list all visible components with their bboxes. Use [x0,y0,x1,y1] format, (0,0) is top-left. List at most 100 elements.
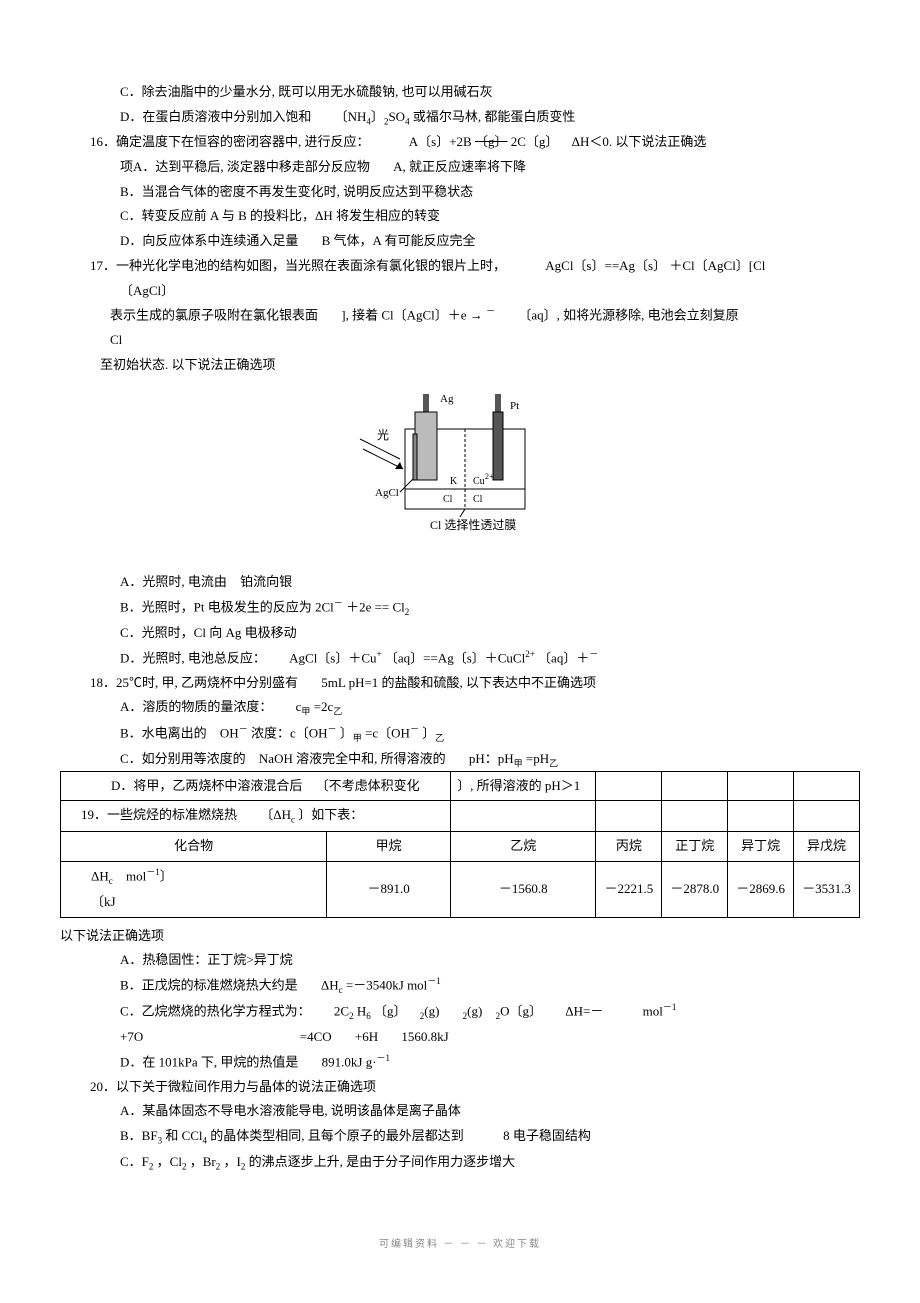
text: +6H [355,1029,378,1044]
text: mol [643,1003,663,1018]
text: D．在 101kPa 下, 甲烷的热值是 [120,1054,298,1069]
label-ag: Ag [440,393,454,405]
text: 16．确定温度下在恒容的密闭容器中, 进行反应： [90,134,370,149]
sub: 乙 [435,733,444,743]
sub: 2 [182,1161,187,1171]
label-cl1: Cl [443,494,453,505]
text: =pH [526,751,549,766]
sub: c [291,815,295,825]
text: 〔aq〕, 如将光源移除, 电池会立刻复原 [518,308,738,323]
text: 18．25℃时, 甲, 乙两烧杯中分别盛有 [90,675,298,690]
q17-opt-d: D．光照时, 电池总反应： AgCl〔s〕＋Cu+ 〔aq〕==Ag〔s〕＋Cu… [60,646,860,671]
th: 正丁烷 [662,832,728,862]
q20-opt-c: C．F2 ，Cl2 ，Br2 ，I2 的沸点逐步上升, 是由于分子间作用力逐步增… [60,1150,860,1176]
label-light: 光 [377,428,389,442]
text: 891.0kJ g· [322,1054,377,1069]
q20-opt-a: A．某晶体固态不导电水溶液能导电, 说明该晶体是离子晶体 [60,1099,860,1124]
sub: 乙 [333,707,342,717]
td: －1560.8 [451,861,596,917]
sup: + [377,649,382,659]
sup-minus: － [486,306,495,316]
q17-opt-a: A．光照时, 电流由 铂流向银 [60,570,860,595]
text: ], 接着 Cl〔AgCl〕＋e → [341,308,483,323]
sup: － [410,724,419,734]
text: B．水电离出的 [120,725,207,740]
text: =c〔OH [365,725,410,740]
q17-stem1c: 〔AgCl〕 [60,279,860,304]
label-k: K [450,476,458,487]
text: =4CO [300,1029,332,1044]
sub: 4 [405,116,410,126]
text: ＋2e == Cl [346,599,405,614]
text: ΔH [91,868,109,883]
text: B．正戊烷的标准燃烧热大约是 [120,977,298,992]
sub: 2 [349,1011,354,1021]
text: B．光照时，Pt 电极发生的反应为 2Cl [120,599,334,614]
q17-stem3: 至初始状态. 以下说法正确选项 [60,353,860,378]
text: 〕 [422,725,435,740]
text: 的晶体类型相同, 且每个原子的最外层都达到 [210,1128,464,1143]
text: ΔH [321,977,339,992]
label-agcl: AgCl [375,487,399,499]
text: +7O [120,1029,143,1044]
text: 铂流向银 [240,574,292,589]
text: 〕, 所得溶液的 pH＞1 [457,778,580,793]
text: 5mL pH=1 的盐酸和硫酸, 以下表达中不正确选项 [321,675,596,690]
sup: － [334,598,343,608]
th: 乙烷 [451,832,596,862]
td: －2869.6 [728,861,794,917]
text: =2c [314,699,334,714]
th: 甲烷 [327,832,451,862]
q18-opt-a: A．溶质的物质的量浓度： c甲 =2c乙 [60,695,860,721]
text: 〔不考虑体积变化 [316,778,420,793]
sup: －1 [377,1053,391,1063]
text: 2C [334,1003,349,1018]
text: H [357,1003,366,1018]
text: ，Br [190,1154,216,1169]
q17-stem1: 17．一种光化学电池的结构如图，当光照在表面涂有氯化银的银片上时， AgCl〔s… [60,254,860,279]
q17-stem2d: Cl [60,328,860,353]
text: 〔NH [335,109,367,124]
text: 8 电子稳固结构 [503,1128,591,1143]
sub: 6 [366,1011,371,1021]
sup: － [328,724,337,734]
sub: 4 [203,1136,208,1146]
sub: 3 [158,1136,163,1146]
q19-table: D．将甲，乙两烧杯中溶液混合后 〔不考虑体积变化 〕, 所得溶液的 pH＞1 1… [60,771,860,918]
text: =－3540kJ mol [346,977,427,992]
text: 〕 [371,109,384,124]
text: A, 就正反应速率将下降 [393,159,526,174]
sup: －1 [663,1002,677,1012]
text: C．如分别用等浓度的 [120,751,246,766]
q19-opt-d: D．在 101kPa 下, 甲烷的热值是 891.0kJ g·－1 [60,1050,860,1075]
text: ΔH＜0. 以下说法正确选 [572,134,707,149]
text: 表示生成的氯原子吸附在氯化银表面 [110,308,318,323]
text: 浓度：c〔OH [251,725,328,740]
sub: 2 [149,1161,154,1171]
label-cl2: Cl [473,494,483,505]
label-cu: Cu [473,476,485,487]
text: (g) [424,1003,439,1018]
q15-opt-c: C．除去油脂中的少量水分, 既可以用无水硫酸钠, 也可以用碱石灰 [60,80,860,105]
text: pH：pH [469,751,514,766]
text: AgCl〔s〕＋Cu [289,650,376,665]
th: 异戊烷 [794,832,860,862]
q19-post: 以下说法正确选项 [60,924,860,949]
q19-opt-c: C．乙烷燃烧的热化学方程式为： 2C2 H6 〔g〕 2(g) 2(g) 2O〔… [60,999,860,1050]
text: B 气体，A 有可能反应完全 [322,233,476,248]
sup: － [239,724,248,734]
svg-text:2+: 2+ [485,472,494,481]
th: 化合物 [61,832,327,862]
td: －2878.0 [662,861,728,917]
text: 〔ΔH [260,807,291,822]
q18-opt-b: B．水电离出的 OH－ 浓度：c〔OH－ 〕甲 =c〔OH－ 〕乙 [60,721,860,747]
sub: 甲 [353,733,362,743]
label-membrane: Cl 选择性透过膜 [430,518,516,532]
q16-opt-c: C．转变反应前 A 与 B 的投料比，ΔH 将发生相应的转变 [60,204,860,229]
text: D．向反应体系中连续通入足量 [120,233,298,248]
sub: 乙 [549,759,558,769]
text: 〕 [340,725,353,740]
q20-stem: 20．以下关于微粒间作用力与晶体的说法正确选项 [60,1075,860,1100]
text: A〔s〕+2B [409,134,472,149]
td: －891.0 [327,861,451,917]
